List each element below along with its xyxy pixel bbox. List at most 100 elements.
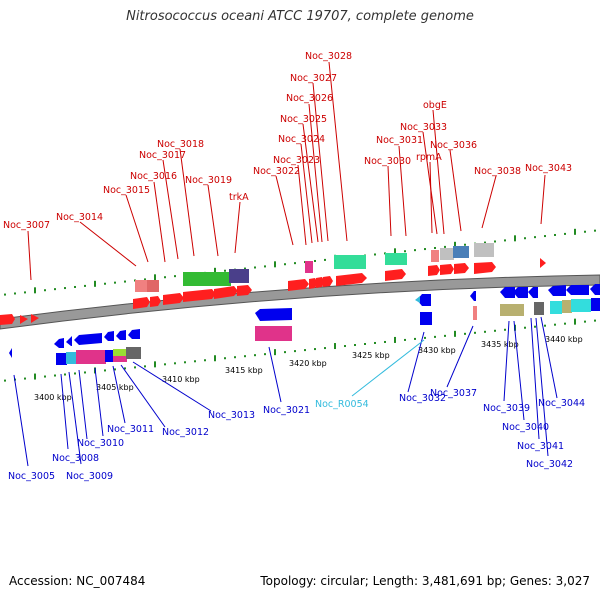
gene-label-noc-3028[interactable]: Noc_3028 — [305, 51, 352, 62]
gene-label-noc-3040[interactable]: Noc_3040 — [502, 422, 549, 433]
tick-mark — [154, 361, 156, 368]
map-title: Nitrosococcus oceani ATCC 19707, complet… — [126, 9, 474, 24]
tick-mark — [404, 250, 406, 253]
tick-mark — [274, 349, 276, 356]
gene-label-noc-3037[interactable]: Noc_3037 — [430, 388, 477, 399]
tick-mark — [444, 334, 446, 337]
gene-box[interactable] — [474, 243, 494, 257]
forward-gene-labels — [27, 61, 546, 281]
tick-mark — [144, 278, 146, 281]
gene-label-noc-3012[interactable]: Noc_3012 — [162, 427, 209, 438]
gene-label-noc-3007[interactable]: Noc_3007 — [3, 220, 50, 231]
gene-label-noc-3022[interactable]: Noc_3022 — [253, 166, 300, 177]
tick-mark — [364, 342, 366, 345]
reverse-gene-label-text: Noc_3005 Noc_3008 Noc_3009 Noc_3010 Noc_… — [8, 388, 585, 482]
tick-mark — [514, 235, 516, 242]
tick-mark — [534, 236, 536, 239]
tick-mark — [444, 245, 446, 248]
tick-mark — [44, 375, 46, 378]
gene-label-noc-3038[interactable]: Noc_3038 — [474, 166, 521, 177]
gene-label-noc-3044[interactable]: Noc_3044 — [538, 398, 585, 409]
gene-label-noc-3014[interactable]: Noc_3014 — [56, 212, 103, 223]
tick-mark — [114, 281, 116, 284]
gene-box[interactable] — [385, 253, 407, 265]
tick-mark — [474, 331, 476, 334]
tick-mark — [74, 372, 76, 375]
gene-label-noc-3011[interactable]: Noc_3011 — [107, 424, 154, 435]
tick-mark — [304, 349, 306, 352]
gene-label-noc-3013[interactable]: Noc_3013 — [208, 410, 255, 421]
gene-label-noc-3021[interactable]: Noc_3021 — [263, 405, 310, 416]
gene-label-noc-3030[interactable]: Noc_3030 — [364, 156, 411, 167]
tick-mark — [264, 353, 266, 356]
tick-mark — [464, 332, 466, 335]
tick-mark — [374, 341, 376, 344]
tick-mark — [504, 239, 506, 242]
tick-mark — [354, 344, 356, 347]
tick-mark — [494, 240, 496, 243]
gene-label-noc-3015[interactable]: Noc_3015 — [103, 185, 150, 196]
gene-box[interactable] — [334, 255, 366, 269]
tick-mark — [104, 369, 106, 372]
gene-label-noc-3042[interactable]: Noc_3042 — [526, 459, 573, 470]
gene-label-noc-3023[interactable]: Noc_3023 — [273, 155, 320, 166]
gene-label-noc-3031[interactable]: Noc_3031 — [376, 135, 423, 146]
gene-label-noc-3041[interactable]: Noc_3041 — [517, 441, 564, 452]
tick-mark — [334, 343, 336, 350]
gene-label-noc-3027[interactable]: Noc_3027 — [290, 73, 337, 84]
tick-mark — [504, 328, 506, 331]
tick-mark — [314, 259, 316, 262]
gene-label-noc-3016[interactable]: Noc_3016 — [130, 171, 177, 182]
tick-mark — [234, 356, 236, 359]
tick-mark — [74, 285, 76, 288]
tick-mark — [554, 233, 556, 236]
gene-label-noc-3026[interactable]: Noc_3026 — [286, 93, 333, 104]
tick-mark — [4, 293, 6, 296]
tick-mark — [344, 345, 346, 348]
tick-mark — [584, 320, 586, 323]
scale-label-3420: 3420 kbp — [289, 359, 327, 368]
gene-label-noc-3039[interactable]: Noc_3039 — [483, 403, 530, 414]
gene-label-rpma[interactable]: rpmA — [416, 152, 442, 163]
gene-label-noc-3005[interactable]: Noc_3005 — [8, 471, 55, 482]
gene-label-noc-3043[interactable]: Noc_3043 — [525, 163, 572, 174]
tick-mark — [594, 319, 596, 322]
reverse-gene-labels — [13, 316, 558, 467]
tick-mark — [434, 246, 436, 249]
gene-box[interactable] — [305, 261, 313, 273]
gene-label-noc-3018[interactable]: Noc_3018 — [157, 139, 204, 150]
gene-box[interactable] — [135, 280, 159, 292]
gene-label-noc-3025[interactable]: Noc_3025 — [280, 114, 327, 125]
tick-mark — [254, 266, 256, 269]
scale-label-3400: 3400 kbp — [34, 393, 72, 402]
gene-label-noc-3033[interactable]: Noc_3033 — [400, 122, 447, 133]
gene-label-noc-3017[interactable]: Noc_3017 — [139, 150, 186, 161]
tick-mark — [44, 289, 46, 292]
gene-label-noc-3010[interactable]: Noc_3010 — [77, 438, 124, 449]
gene-label-noc-3036[interactable]: Noc_3036 — [430, 140, 477, 151]
tick-mark — [584, 230, 586, 233]
tick-mark — [114, 368, 116, 371]
gene-label-trka[interactable]: trkA — [229, 192, 249, 203]
tick-mark — [484, 330, 486, 333]
gene-label-noc-r0054[interactable]: Noc_R0054 — [315, 399, 369, 410]
gene-box[interactable] — [183, 269, 249, 286]
gene-box[interactable] — [431, 246, 469, 262]
tick-mark — [484, 241, 486, 244]
forward-gene-label-text: Noc_3007 Noc_3014 Noc_3015 Noc_3016 Noc_… — [3, 51, 572, 231]
tick-mark — [124, 367, 126, 370]
tick-mark — [14, 292, 16, 295]
gene-label-obge[interactable]: obgE — [423, 100, 447, 111]
tick-mark — [414, 337, 416, 340]
tick-mark — [174, 275, 176, 278]
gene-label-noc-3019[interactable]: Noc_3019 — [185, 175, 232, 186]
gene-label-noc-3009[interactable]: Noc_3009 — [66, 471, 113, 482]
tick-mark — [294, 350, 296, 353]
tick-mark — [404, 338, 406, 341]
gene-label-noc-3032[interactable]: Noc_3032 — [399, 393, 446, 404]
gene-label-noc-3008[interactable]: Noc_3008 — [52, 453, 99, 464]
scale-label-3405: 3405 kbp — [96, 383, 134, 392]
gene-label-noc-3024[interactable]: Noc_3024 — [278, 134, 325, 145]
tick-mark — [144, 365, 146, 368]
